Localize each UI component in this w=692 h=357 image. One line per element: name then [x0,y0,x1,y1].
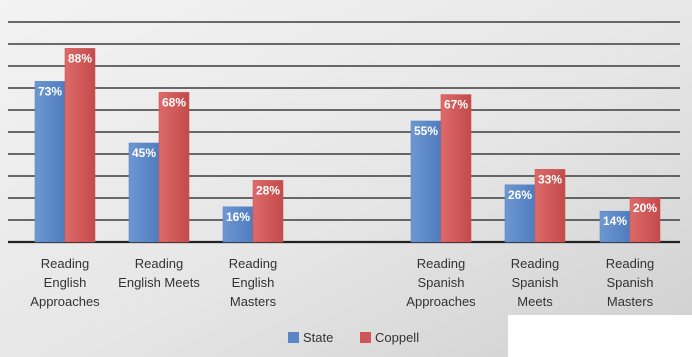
legend-swatch-state [288,332,299,343]
bar-coppell-3 [252,180,284,243]
data-label-coppell-4: 67% [444,98,468,112]
data-label-state-2: 45% [132,146,156,160]
legend-label-coppell: Coppell [375,330,419,345]
legend-swatch-coppell [360,332,371,343]
bar-coppell-1 [64,48,96,243]
bar-state-2 [128,142,160,243]
data-label-state-5: 26% [508,188,532,202]
data-label-coppell-5: 33% [538,172,562,186]
data-label-state-3: 16% [226,210,250,224]
category-label-2: Reading English Meets [118,256,200,290]
category-label-3: Reading English Masters [229,256,277,309]
bar-state-5 [504,184,536,243]
category-label-5: Reading Spanish Meets [511,256,559,309]
data-label-coppell-6: 20% [633,201,657,215]
data-label-coppell-2: 68% [162,95,186,109]
bar-coppell-6 [629,197,661,243]
data-labels: 73% 45% 16% 55% 26% 14% 88% 68% 28% 67% 33% 20% [38,51,657,228]
bar-coppell-4 [440,94,472,243]
legend: State Coppell [288,330,419,345]
data-label-coppell-1: 88% [68,51,92,65]
corner-blank-area [508,315,692,357]
data-label-state-6: 14% [603,214,627,228]
bar-state-4 [410,120,442,243]
data-label-state-1: 73% [38,84,62,98]
bars [34,48,661,243]
data-label-state-4: 55% [414,124,438,138]
bar-coppell-5 [534,169,566,243]
bar-state-1 [34,81,66,243]
category-label-6: Reading Spanish Masters [606,256,654,309]
gridlines [8,21,680,244]
legend-label-state: State [303,330,333,345]
bar-state-6 [599,210,631,243]
category-label-4: Reading Spanish Approaches [406,256,476,309]
category-labels: Reading English Approaches Reading English M… [30,256,654,309]
bar-coppell-2 [158,92,190,243]
data-label-coppell-3: 28% [256,183,280,197]
category-label-1: Reading English Approaches [30,256,100,309]
